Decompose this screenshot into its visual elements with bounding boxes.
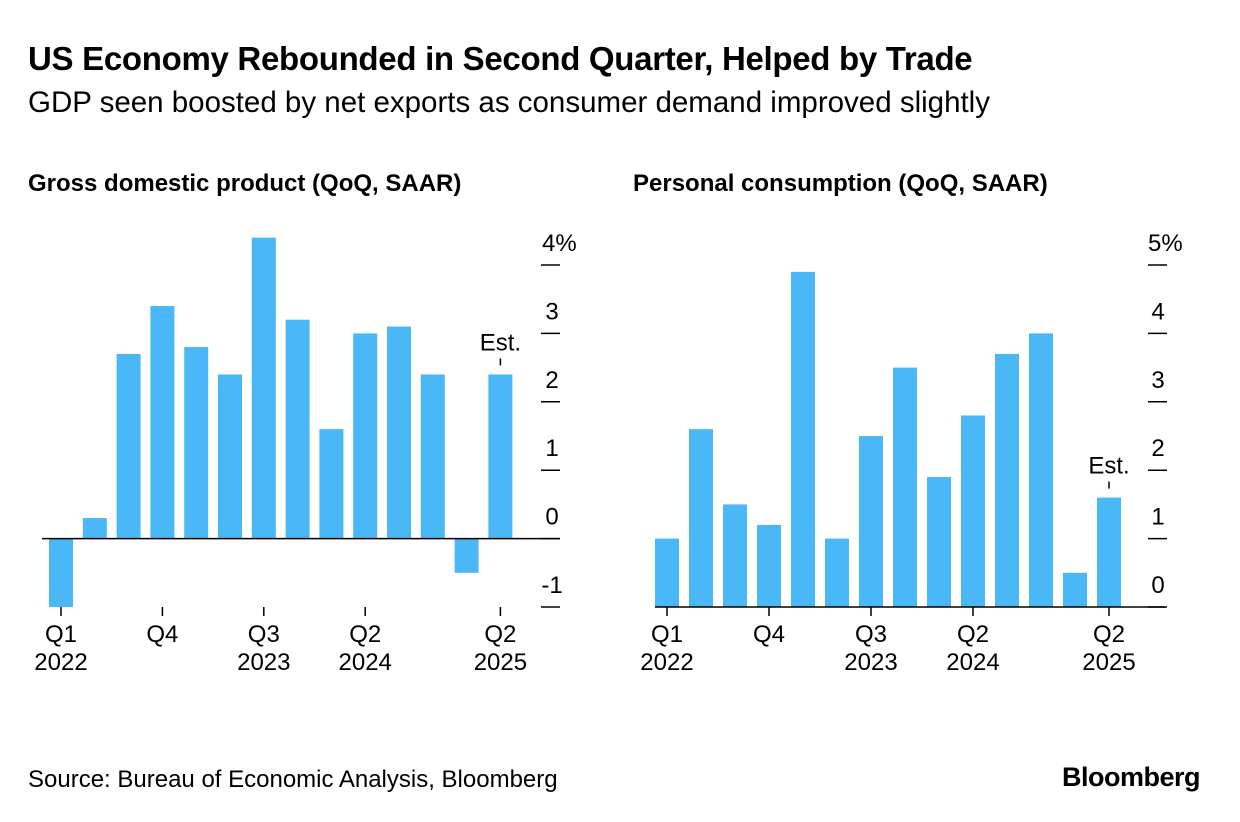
gdp-y-tick-label: 1	[545, 435, 558, 462]
consumption-x-tick-label: Q4	[753, 621, 785, 648]
gdp-y-tick-label: 4%	[542, 230, 577, 257]
consumption-y-tick-label: 0	[1151, 572, 1164, 599]
gdp-bar	[184, 347, 209, 539]
gdp-x-tick-year-label: 2023	[237, 649, 290, 676]
consumption-panel-title: Personal consumption (QoQ, SAAR)	[633, 170, 1048, 197]
gdp-y-tick-label: -1	[541, 572, 562, 599]
gdp-x-tick-year-label: 2024	[339, 649, 392, 676]
source-note: Source: Bureau of Economic Analysis, Blo…	[28, 766, 558, 793]
consumption-y-tick-label: 4	[1151, 298, 1164, 325]
consumption-x-tick-year-label: 2023	[844, 649, 897, 676]
consumption-bar	[757, 524, 781, 607]
gdp-y-tick-label: 3	[545, 298, 558, 325]
consumption-bar	[723, 504, 747, 607]
gdp-bar	[454, 538, 479, 573]
gdp-x-tick-label: Q2	[349, 621, 381, 648]
consumption-x-tick-year-label: 2022	[640, 649, 693, 676]
consumption-bar	[825, 538, 849, 607]
consumption-bar	[655, 538, 679, 607]
gdp-bar	[82, 518, 107, 539]
gdp-y-tick-label: 2	[545, 367, 558, 394]
gdp-bar	[488, 374, 513, 539]
consumption-y-tick-label: 1	[1151, 504, 1164, 531]
consumption-x-tick-year-label: 2025	[1082, 649, 1135, 676]
consumption-bar	[995, 353, 1019, 607]
gdp-panel-title: Gross domestic product (QoQ, SAAR)	[28, 170, 462, 197]
consumption-bar	[893, 367, 917, 607]
gdp-bar	[353, 333, 378, 539]
gdp-bar	[49, 538, 73, 607]
gdp-bar	[420, 374, 445, 539]
consumption-x-tick-label: Q3	[855, 621, 887, 648]
gdp-y-tick-label: 0	[545, 504, 558, 531]
gdp-bar	[285, 319, 310, 539]
consumption-y-tick-label: 5%	[1148, 230, 1183, 257]
bloomberg-logo: Bloomberg	[1061, 762, 1201, 792]
gdp-x-tick-label: Q1	[45, 621, 77, 648]
consumption-annotation-label: Est.	[1088, 453, 1129, 480]
consumption-bar	[1097, 497, 1121, 607]
gdp-x-tick-label: Q4	[146, 621, 178, 648]
chart-title: US Economy Rebounded in Second Quarter, …	[28, 40, 973, 77]
gdp-bar	[150, 306, 175, 539]
consumption-y-tick-label: 3	[1151, 367, 1164, 394]
gdp-x-tick-year-label: 2022	[34, 649, 87, 676]
gdp-bar	[218, 374, 242, 539]
consumption-y-tick-label: 2	[1151, 435, 1164, 462]
gdp-x-tick-year-label: 2025	[474, 649, 527, 676]
consumption-x-tick-label: Q2	[957, 621, 989, 648]
consumption-bar	[859, 436, 883, 607]
gdp-x-tick-label: Q3	[248, 621, 280, 648]
gdp-bar	[387, 326, 411, 539]
gdp-x-tick-label: Q2	[484, 621, 516, 648]
gdp-bar	[116, 353, 141, 539]
consumption-bar	[1063, 572, 1087, 607]
consumption-bar	[791, 271, 815, 607]
consumption-bar	[689, 429, 713, 607]
gdp-bar	[319, 429, 344, 539]
consumption-x-tick-year-label: 2024	[946, 649, 999, 676]
chart-subtitle: GDP seen boosted by net exports as consu…	[28, 86, 990, 119]
consumption-x-tick-label: Q2	[1093, 621, 1125, 648]
gdp-bar	[251, 237, 276, 539]
consumption-x-tick-label: Q1	[651, 621, 683, 648]
gdp-annotation-label: Est.	[480, 329, 521, 356]
consumption-bar	[927, 477, 951, 607]
consumption-bar	[1029, 333, 1053, 607]
consumption-bar	[961, 415, 985, 607]
